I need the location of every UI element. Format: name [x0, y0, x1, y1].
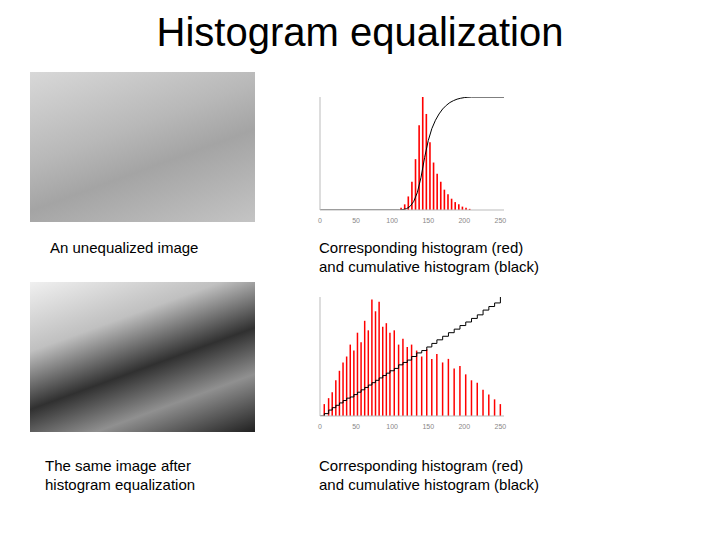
svg-text:50: 50 — [352, 423, 360, 430]
svg-text:200: 200 — [458, 217, 470, 224]
html-text:Corresponding histogram (red): Corresponding histogram (red) — [319, 239, 524, 256]
svg-text:250: 250 — [495, 423, 507, 430]
svg-text:200: 200 — [458, 423, 470, 430]
html-text:and cumulative histogram (blac: and cumulative histogram (black) — [319, 476, 540, 493]
html-text:Histogram equalization: Histogram equalization — [156, 10, 564, 54]
svg-text:0: 0 — [318, 423, 322, 430]
svg-text:50: 50 — [352, 217, 360, 224]
html-text:An unequalized image: An unequalized image — [50, 239, 199, 256]
svg-text:0: 0 — [318, 217, 322, 224]
html-text:The same image after: The same image after — [45, 457, 191, 474]
svg-text:250: 250 — [495, 217, 507, 224]
svg-text:150: 150 — [422, 217, 434, 224]
html-text:histogram equalization: histogram equalization — [45, 476, 196, 493]
svg-text:100: 100 — [386, 217, 398, 224]
svg-text:100: 100 — [386, 423, 398, 430]
html-text:Corresponding histogram (red): Corresponding histogram (red) — [319, 457, 524, 474]
html-text:and cumulative histogram (blac: and cumulative histogram (black) — [319, 258, 540, 275]
svg-text:150: 150 — [422, 423, 434, 430]
